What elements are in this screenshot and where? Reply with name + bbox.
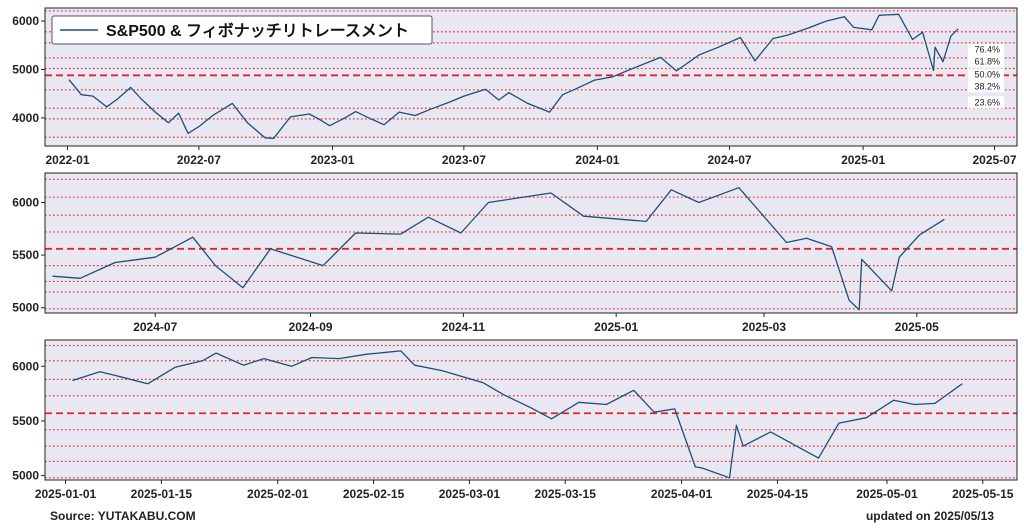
x-tick-label: 2022-07	[177, 153, 221, 167]
y-tick-label: 5000	[12, 301, 39, 315]
fib-level-label: 76.4%	[974, 45, 1000, 55]
y-tick-label: 4000	[12, 111, 39, 125]
x-tick-label: 2024-07	[133, 320, 177, 334]
x-tick-label: 2025-04-01	[651, 487, 713, 501]
x-tick-label: 2024-09	[289, 320, 333, 334]
sp500-series-line	[52, 187, 945, 311]
x-tick-label: 2025-01	[841, 153, 885, 167]
plot-frame	[44, 172, 1018, 314]
x-tick-label: 2025-01-01	[35, 487, 97, 501]
x-tick-label: 2023-01	[310, 153, 354, 167]
fib-level-label: 50.0%	[974, 69, 1000, 79]
y-tick-label: 5500	[12, 414, 39, 428]
updated-date: updated on 2025/05/13	[865, 509, 994, 523]
fib-label-bg	[968, 80, 1004, 93]
x-tick-label: 2025-05-15	[952, 487, 1014, 501]
x-tick-label: 2024-07	[708, 153, 752, 167]
x-tick-label: 2024-11	[442, 320, 486, 334]
plot-frame	[44, 339, 1018, 481]
x-tick-label: 2025-02-01	[247, 487, 309, 501]
plot-frame	[44, 7, 1018, 147]
x-tick-label: 2025-02-15	[343, 487, 405, 501]
x-tick-label: 2025-04-15	[747, 487, 809, 501]
x-tick-label: 2023-07	[442, 153, 486, 167]
x-tick-label: 2025-05	[895, 320, 939, 334]
chart-panel-one-year: 5000 5500 6000 2024-07 2024-09 2024-11 2025-01…	[12, 172, 1018, 334]
y-tick-label: 5000	[12, 469, 39, 483]
x-tick-label: 2025-01	[594, 320, 638, 334]
y-tick-label: 6000	[12, 14, 39, 28]
x-tick-label: 2025-03-15	[535, 487, 597, 501]
legend-box	[51, 15, 433, 45]
legend: S&P500 & フィボナッチリトレースメント	[51, 15, 433, 45]
sp500-series-line	[72, 350, 963, 479]
x-tick-label: 2025-05-01	[856, 487, 918, 501]
x-tick-label: 2024-01	[575, 153, 619, 167]
legend-label: S&P500 & フィボナッチリトレースメント	[106, 22, 409, 40]
x-tick-label: 2025-03	[742, 320, 786, 334]
fib-level-label: 23.6%	[974, 97, 1000, 107]
sp500-series-line	[68, 13, 959, 139]
fib-label-bg	[968, 55, 1004, 68]
x-tick-label: 2025-07	[972, 153, 1016, 167]
fib-label-bg	[968, 96, 1004, 109]
plot-background	[45, 340, 1017, 480]
chart-panel-ytd: 5000 5500 6000 2025-01-01 2025-01-15 2025-02-…	[12, 339, 1018, 501]
plot-background	[45, 173, 1017, 313]
fib-level-label: 61.8%	[974, 57, 1000, 67]
x-tick-label: 2025-01-15	[131, 487, 193, 501]
y-tick-label: 5500	[12, 248, 39, 262]
fib-level-label: 38.2%	[974, 81, 1000, 91]
y-tick-label: 6000	[12, 359, 39, 373]
fib-label-bg	[968, 68, 1004, 81]
x-tick-label: 2025-03-01	[439, 487, 501, 501]
source-credit: Source: YUTAKABU.COM	[50, 509, 196, 523]
fib-label-bg	[968, 43, 1004, 56]
x-tick-label: 2022-01	[45, 153, 89, 167]
y-tick-label: 5000	[12, 62, 39, 76]
y-tick-label: 6000	[12, 195, 39, 209]
